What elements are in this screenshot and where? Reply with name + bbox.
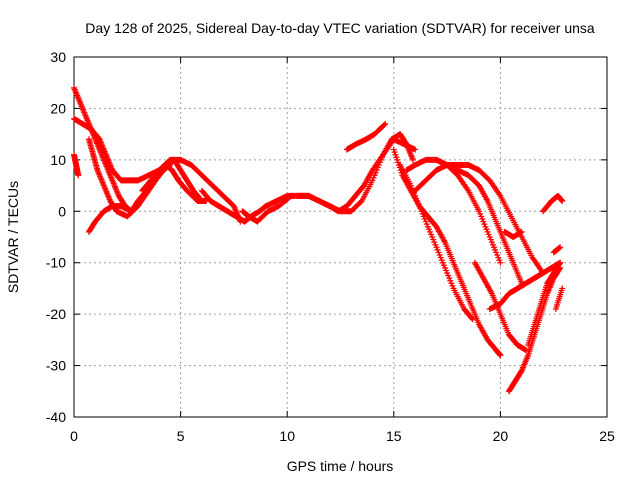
series-trace-16 [433,156,525,287]
series-trace-19 [525,259,564,348]
data-point [468,315,475,322]
series-trace-1 [71,84,173,215]
data-point [497,352,504,359]
series-trace-18 [505,264,564,395]
y-tick-label: 20 [50,100,66,116]
y-axis-label: SDTVAR / TECUs [5,181,21,293]
series-trace-17 [471,259,529,354]
axis-ticks: 0 5 10 15 20 25 -40 -30 -20 -10 0 10 20 30 [46,49,615,444]
series-trace-5 [85,203,135,235]
series-trace-9 [239,192,295,225]
data-point [287,193,294,200]
x-tick-label: 20 [493,428,509,444]
series-trace-10 [294,131,416,215]
data-point [288,192,295,199]
y-tick-label: -10 [46,255,66,271]
data-series [71,84,566,395]
data-point [469,316,476,323]
x-tick-label: 0 [70,428,78,444]
data-point [518,228,525,235]
y-tick-label: 10 [50,152,66,168]
plot-frame [73,56,608,418]
series-trace-11 [343,120,389,153]
y-tick-label: 30 [50,49,66,65]
data-point [382,120,389,127]
series-trace-23 [552,285,566,312]
data-point [497,259,504,266]
series-trace-3 [71,151,82,179]
series-trace-6 [139,162,210,204]
y-tick-label: -40 [46,409,66,425]
x-tick-label: 25 [599,428,615,444]
data-point [412,146,419,153]
data-point [559,198,566,204]
data-point [409,156,416,163]
series-trace-24 [550,244,564,256]
x-axis-label: GPS time / hours [287,458,394,474]
data-point [75,172,82,179]
data-point [522,347,529,354]
chart-title: Day 128 of 2025, Sidereal Day-to-day VTE… [85,20,595,36]
data-point [128,208,135,215]
series-trace-21 [501,228,525,240]
y-tick-label: -30 [46,358,66,374]
data-point [381,121,388,128]
series-trace-20 [486,259,564,312]
series-trace-22 [540,192,566,215]
y-tick-label: 0 [58,203,66,219]
series-trace-13 [397,162,476,323]
data-point [557,259,564,266]
data-point [357,199,364,206]
x-tick-label: 5 [177,428,185,444]
data-point [559,285,566,292]
x-tick-label: 15 [386,428,402,444]
data-point [557,244,564,251]
x-tick-label: 10 [279,428,295,444]
y-tick-label: -20 [46,306,66,322]
